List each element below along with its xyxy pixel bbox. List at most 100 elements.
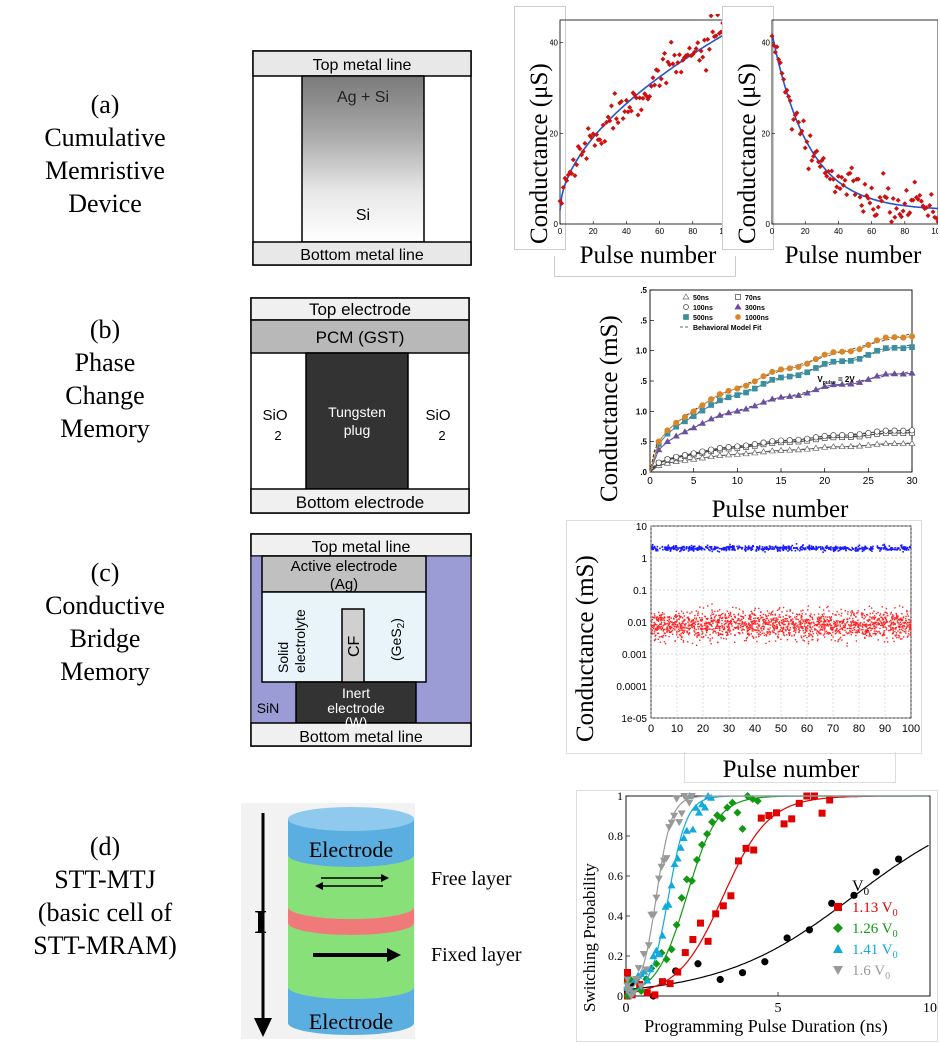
off-point (785, 630, 787, 632)
off-point (906, 613, 909, 615)
off-point (757, 620, 760, 622)
on-point (729, 546, 731, 549)
data-point (769, 33, 775, 39)
off-point (816, 639, 819, 642)
off-point (775, 617, 778, 619)
off-point (741, 623, 743, 625)
off-point (818, 619, 821, 621)
off-point (808, 621, 810, 623)
off-point (890, 628, 892, 631)
on-point (845, 549, 847, 552)
on-point (905, 549, 908, 551)
off-point (663, 621, 666, 624)
data-point (885, 185, 891, 191)
on-point (722, 547, 725, 549)
off-point (788, 629, 791, 632)
on-point (655, 548, 657, 550)
marker-100ns (908, 427, 916, 434)
a-top-metal-label: Top metal line (313, 57, 412, 74)
off-point (807, 628, 809, 630)
off-point (687, 633, 690, 636)
data-point (660, 56, 666, 62)
data-point (811, 153, 816, 159)
off-point (651, 629, 654, 631)
off-point (891, 622, 893, 624)
off-point (713, 630, 715, 632)
off-point (724, 617, 727, 620)
marker-0 (694, 960, 702, 968)
off-point (800, 610, 802, 612)
marker-100ns (874, 428, 881, 435)
on-point (858, 548, 860, 551)
on-point (841, 547, 843, 550)
legend-label: 1000ns (745, 315, 769, 322)
off-point (851, 629, 854, 632)
off-point (680, 633, 682, 635)
off-point (859, 622, 861, 625)
off-point (662, 628, 665, 631)
on-point (762, 549, 765, 551)
marker-500ns (900, 345, 907, 352)
on-point (804, 547, 807, 549)
off-point (677, 636, 679, 638)
x-tick-label: 70 (827, 723, 839, 735)
off-point (804, 620, 807, 623)
data-point (700, 54, 706, 60)
data-point (677, 52, 683, 58)
off-point (805, 627, 807, 629)
off-point (757, 633, 760, 636)
off-point (683, 623, 686, 626)
off-point (834, 621, 837, 624)
off-point (717, 610, 719, 612)
off-point (675, 616, 677, 618)
off-point (810, 628, 813, 630)
off-point (877, 611, 879, 614)
off-point (735, 607, 737, 609)
off-point (861, 633, 864, 635)
row-label-d: (d) STT-MTJ (basic cell of STT-MRAM) (0, 830, 210, 962)
on-point (675, 546, 677, 549)
off-point (666, 631, 668, 633)
off-point (847, 611, 849, 613)
on-point (687, 547, 690, 550)
marker-300ns (733, 407, 741, 414)
on-point (677, 548, 679, 550)
on-point (832, 547, 835, 549)
off-point (760, 627, 762, 629)
on-point (664, 548, 667, 551)
on-point (727, 547, 730, 549)
marker-300ns (768, 395, 776, 402)
off-point (909, 634, 911, 636)
marker-500ns (786, 373, 793, 380)
off-point (663, 617, 666, 619)
marker-50ns (908, 439, 916, 446)
on-point (797, 548, 799, 551)
off-point (861, 612, 863, 614)
off-point (886, 637, 888, 639)
on-point (737, 546, 740, 549)
off-point (878, 619, 880, 621)
off-point (822, 621, 825, 623)
off-point (882, 618, 885, 621)
off-point (807, 622, 809, 624)
off-point (726, 634, 728, 637)
off-point (826, 623, 828, 625)
off-point (746, 630, 749, 633)
data-point (597, 137, 603, 143)
y-tick-label: 10 (636, 522, 648, 533)
on-point (693, 548, 696, 550)
off-point (741, 618, 743, 620)
off-point (761, 632, 763, 635)
off-point (697, 614, 699, 617)
off-point (860, 629, 863, 631)
on-point (892, 548, 894, 550)
on-point (783, 547, 786, 550)
x-tick-label: 80 (853, 723, 865, 735)
off-point (668, 627, 671, 629)
on-point (656, 545, 659, 548)
off-point (778, 614, 781, 616)
x-tick-label: 80 (688, 227, 697, 236)
off-point (795, 615, 798, 618)
off-point (731, 618, 733, 620)
off-point (829, 628, 832, 630)
